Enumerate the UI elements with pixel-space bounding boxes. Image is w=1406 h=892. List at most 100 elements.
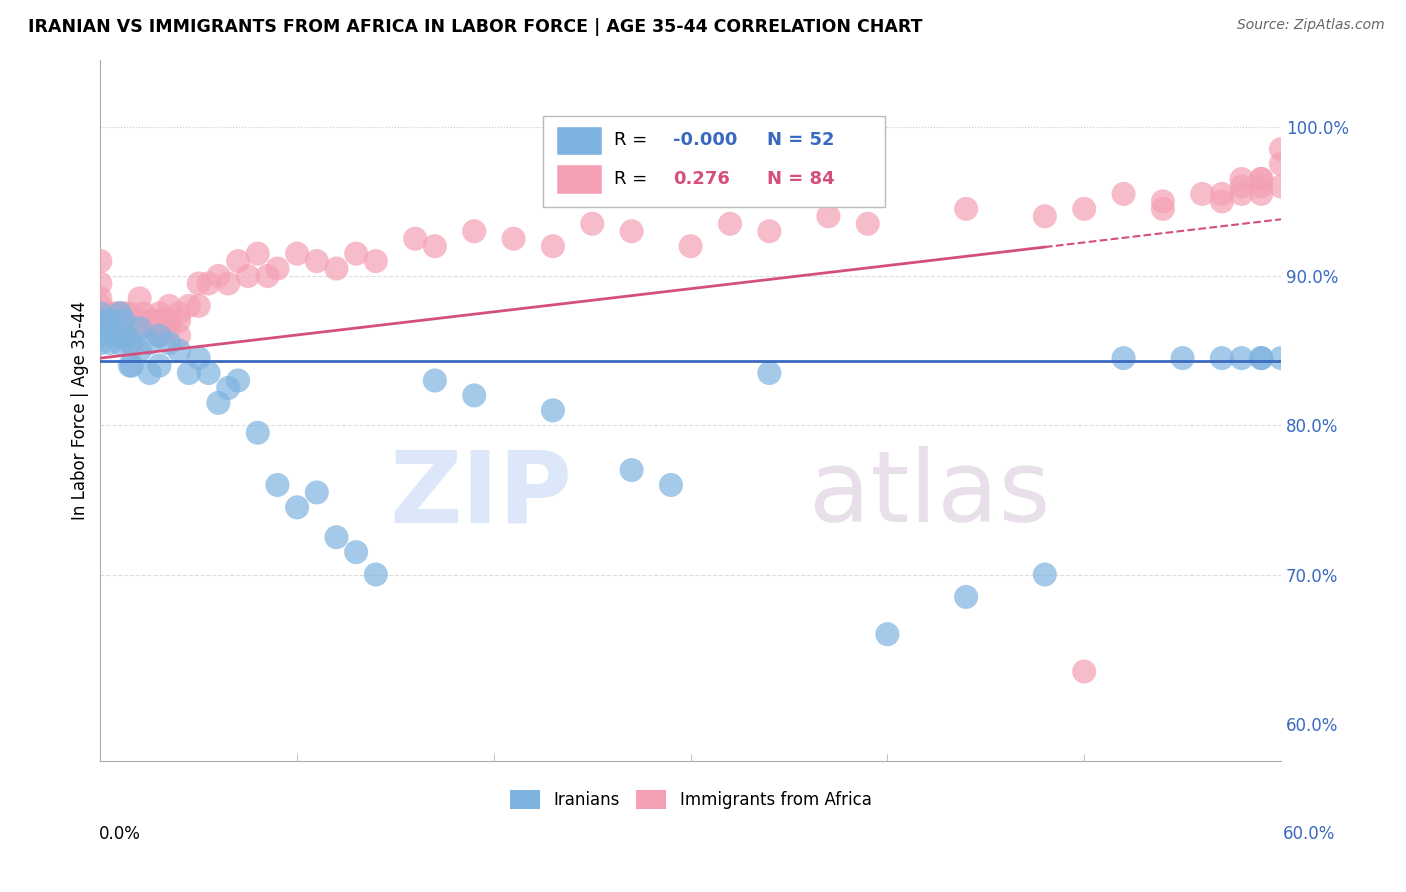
Point <box>197 366 219 380</box>
Point <box>157 299 180 313</box>
Point <box>121 359 143 373</box>
Point <box>167 343 190 358</box>
Point <box>1211 351 1233 365</box>
Point <box>108 336 131 351</box>
Text: 0.0%: 0.0% <box>98 825 141 843</box>
Point <box>1250 172 1272 186</box>
Point <box>89 299 111 313</box>
Point <box>285 500 308 515</box>
Point <box>1230 179 1253 194</box>
Point <box>152 314 174 328</box>
Point <box>1230 172 1253 186</box>
Point <box>1211 194 1233 209</box>
Point <box>121 336 143 351</box>
Point <box>89 321 111 335</box>
Point <box>98 306 121 320</box>
Point <box>157 314 180 328</box>
Point <box>423 239 446 253</box>
Point <box>132 306 155 320</box>
Point <box>1270 351 1292 365</box>
Point <box>112 314 135 328</box>
Point <box>118 359 141 373</box>
Text: 60.0%: 60.0% <box>1284 825 1336 843</box>
Point <box>344 246 367 260</box>
Point <box>112 328 135 343</box>
Point <box>89 306 111 320</box>
Text: N = 52: N = 52 <box>768 131 835 149</box>
Point <box>157 321 180 335</box>
Point <box>98 314 121 328</box>
Point <box>364 254 387 268</box>
Point <box>325 261 347 276</box>
Point <box>344 545 367 559</box>
Point <box>1073 665 1095 679</box>
Point <box>108 328 131 343</box>
Point <box>463 224 485 238</box>
Point <box>89 314 111 328</box>
Point <box>89 254 111 268</box>
Point <box>423 374 446 388</box>
Point <box>1230 351 1253 365</box>
Point <box>103 328 125 343</box>
Point <box>217 277 239 291</box>
Point <box>112 306 135 320</box>
Y-axis label: In Labor Force | Age 35-44: In Labor Force | Age 35-44 <box>72 301 89 520</box>
Point <box>148 359 170 373</box>
Text: R =: R = <box>614 131 652 149</box>
Point <box>197 277 219 291</box>
Point <box>128 343 150 358</box>
Legend: Iranians, Immigrants from Africa: Iranians, Immigrants from Africa <box>503 783 879 816</box>
Point <box>325 530 347 544</box>
Point <box>148 306 170 320</box>
Text: 0.276: 0.276 <box>673 169 730 188</box>
Point <box>226 254 249 268</box>
Point <box>620 224 643 238</box>
Point <box>98 336 121 351</box>
Point <box>620 463 643 477</box>
Point <box>157 336 180 351</box>
Point <box>148 314 170 328</box>
Point <box>1112 186 1135 201</box>
Point <box>89 306 111 320</box>
Point <box>1270 157 1292 171</box>
Point <box>246 425 269 440</box>
Point <box>217 381 239 395</box>
Point <box>177 366 200 380</box>
Point <box>148 328 170 343</box>
Point <box>502 232 524 246</box>
Point <box>876 627 898 641</box>
Point <box>167 328 190 343</box>
Point <box>148 328 170 343</box>
Point <box>246 246 269 260</box>
Point <box>266 478 288 492</box>
Point <box>105 306 128 320</box>
Point <box>955 590 977 604</box>
Point <box>1033 567 1056 582</box>
Point <box>1152 202 1174 216</box>
Point <box>236 268 259 283</box>
Point <box>541 239 564 253</box>
Point <box>138 321 160 335</box>
Point <box>1270 179 1292 194</box>
Point <box>207 268 229 283</box>
Point <box>659 478 682 492</box>
Point <box>128 321 150 335</box>
Point <box>305 254 328 268</box>
Point <box>256 268 278 283</box>
Point <box>89 336 111 351</box>
Point <box>541 403 564 417</box>
Point <box>718 217 741 231</box>
Point <box>177 299 200 313</box>
Point <box>187 351 209 365</box>
Point <box>1250 351 1272 365</box>
Point <box>856 217 879 231</box>
Text: N = 84: N = 84 <box>768 169 835 188</box>
Point <box>167 314 190 328</box>
Point <box>1171 351 1194 365</box>
Point <box>817 210 839 224</box>
Point <box>1230 186 1253 201</box>
Point <box>89 314 111 328</box>
Point <box>226 374 249 388</box>
Point <box>581 217 603 231</box>
Point <box>1250 172 1272 186</box>
